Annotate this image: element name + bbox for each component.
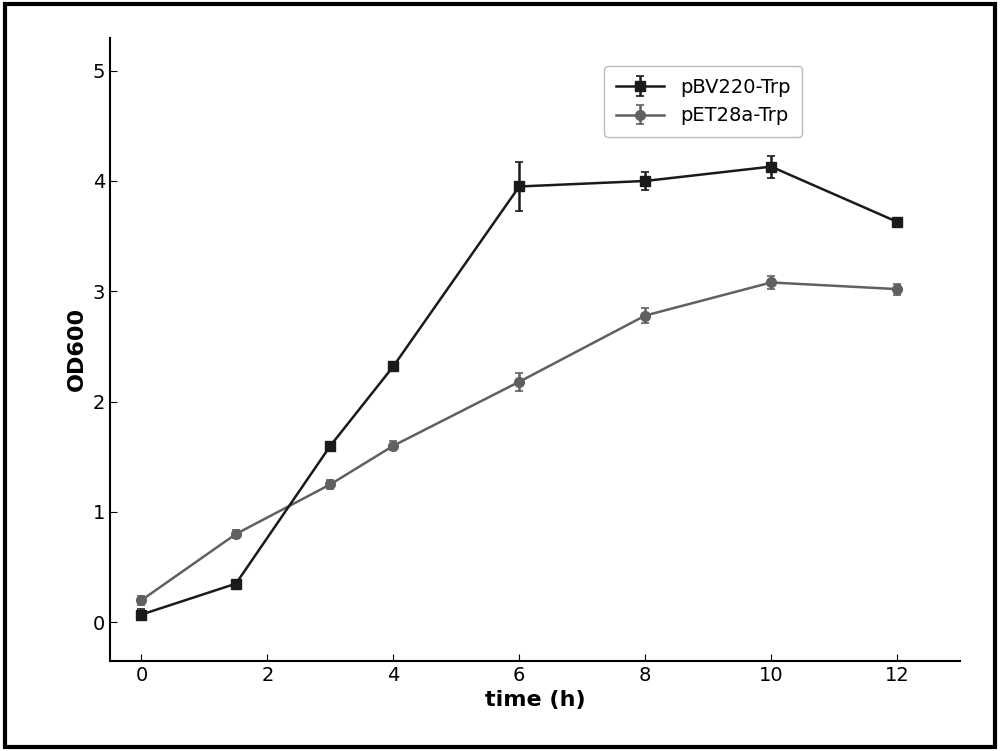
X-axis label: time (h): time (h) [485,690,585,710]
Y-axis label: OD600: OD600 [67,307,87,391]
Legend: pBV220-Trp, pET28a-Trp: pBV220-Trp, pET28a-Trp [604,66,802,137]
